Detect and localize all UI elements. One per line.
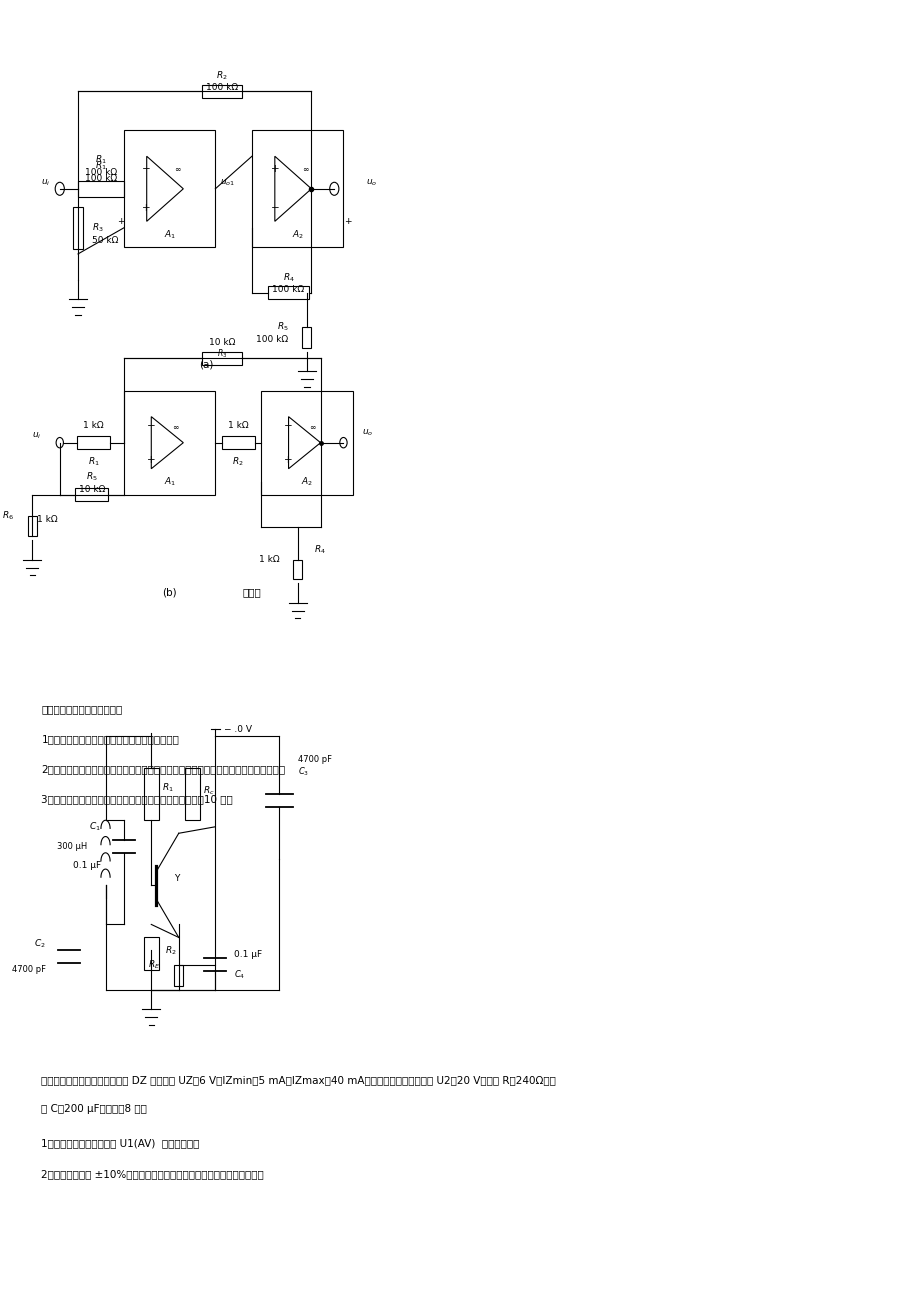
Text: $R_E$: $R_E$ [148,958,160,971]
Text: 50 kΩ: 50 kΩ [92,237,118,245]
Text: −: − [147,421,155,431]
Text: 10 kΩ: 10 kΩ [209,339,235,346]
Text: −: − [142,164,151,174]
Text: +: + [270,164,278,174]
Bar [185,768,199,820]
Text: $R_5$: $R_5$ [277,320,289,333]
Text: $R_4$: $R_4$ [282,271,294,284]
Text: −: − [270,203,278,214]
Text: $A_1$: $A_1$ [164,228,176,241]
Text: $R_3$: $R_3$ [217,348,227,361]
Text: 4700 pF: 4700 pF [298,755,332,763]
Bar [202,352,242,365]
Text: 10 kΩ: 10 kΩ [78,486,105,493]
Text: $u_{o1}$: $u_{o1}$ [220,177,234,187]
Text: $C_2$: $C_2$ [34,937,46,950]
Text: $u_i$: $u_i$ [41,177,51,187]
Text: $R_3$: $R_3$ [92,221,104,234]
Text: $A_2$: $A_2$ [301,475,312,488]
Bar [293,560,302,579]
Text: 1．整流滤波后的直流电压 U1(AV)  约为多少伏？: 1．整流滤波后的直流电压 U1(AV) 约为多少伏？ [41,1138,199,1148]
Text: Y: Y [174,875,179,883]
Text: +: + [142,203,151,214]
Bar [221,436,255,449]
Text: 六题图: 六题图 [243,587,261,598]
Text: $R_2$: $R_2$ [165,944,176,957]
Text: $u_{o}$: $u_{o}$ [366,177,377,187]
Text: (b): (b) [162,587,176,598]
Bar [143,937,158,970]
Text: 100 kΩ: 100 kΩ [206,83,238,91]
Text: $R_4$: $R_4$ [313,544,325,556]
Text: ∞: ∞ [172,423,178,431]
Text: 1 kΩ: 1 kΩ [37,516,58,525]
Text: $C_4$: $C_4$ [233,969,244,982]
Bar [78,181,124,197]
Text: 2．当电网电压在 ±10%的围内波动时，负载电阻允许的变化范围有多大？: 2．当电网电压在 ±10%的围内波动时，负载电阻允许的变化范围有多大？ [41,1169,264,1180]
Text: ∞: ∞ [174,165,180,173]
Bar [74,207,83,249]
Text: ∞: ∞ [301,165,308,173]
Text: 1 kΩ: 1 kΩ [84,422,104,430]
Text: ∞: ∞ [309,423,315,431]
Text: +: + [118,217,125,225]
Text: 1．该电路是否满足正弦波振荡的相位平衡条件？: 1．该电路是否满足正弦波振荡的相位平衡条件？ [41,734,179,745]
Bar [268,286,309,299]
Text: 八、电路如图所示，已知稳压管 DZ 的稳压值 UZ＝6 V，IZmin＝5 mA，IZmax＝40 mA，变压器二次电压有效值 U2＝20 V，电阻 R＝240: 八、电路如图所示，已知稳压管 DZ 的稳压值 UZ＝6 V，IZmin＝5 mA… [41,1075,556,1086]
Text: $R_5$: $R_5$ [85,470,97,483]
Text: 100 kΩ: 100 kΩ [256,336,289,344]
Text: $R_1$: $R_1$ [87,456,99,469]
Text: 1 kΩ: 1 kΩ [258,556,279,564]
Text: 3．在满足振荡条件的情况下，电路的振荡频率为多少？（10 分）: 3．在满足振荡条件的情况下，电路的振荡频率为多少？（10 分） [41,794,233,805]
Text: $R_1$
100 kΩ: $R_1$ 100 kΩ [85,154,117,177]
Text: 0.1 μF: 0.1 μF [233,950,262,958]
Text: 0.1 μF: 0.1 μF [73,862,101,870]
Text: 2．如不满足，应如何改动使之有可能振荡？如果满足，则它属于哪种类型的振荡电路？: 2．如不满足，应如何改动使之有可能振荡？如果满足，则它属于哪种类型的振荡电路？ [41,764,285,775]
Text: $A_1$: $A_1$ [164,475,176,488]
Text: $C_1$: $C_1$ [89,820,101,833]
Bar [75,488,108,501]
Text: $A_2$: $A_2$ [291,228,303,241]
Text: 七、电路如图所示。试回答：: 七、电路如图所示。试回答： [41,704,122,715]
Text: (a): (a) [199,359,213,370]
Text: 100 kΩ: 100 kΩ [85,174,117,182]
Text: +: + [344,217,351,225]
Bar [28,516,37,536]
Text: − .0 V: − .0 V [224,725,252,733]
Text: 容 C＝200 μF。求：（8 分）: 容 C＝200 μF。求：（8 分） [41,1104,147,1115]
Text: $u_o$: $u_o$ [361,427,373,437]
Text: +: + [147,454,155,465]
Text: $R_1$: $R_1$ [162,781,174,794]
Bar [174,965,183,986]
Text: $R_2$: $R_2$ [233,456,244,469]
Text: 1 kΩ: 1 kΩ [228,422,248,430]
Text: 100 kΩ: 100 kΩ [272,285,304,293]
Bar [143,768,158,820]
Text: $R_1$: $R_1$ [95,159,107,172]
Text: +: + [284,454,292,465]
Text: 4700 pF: 4700 pF [12,966,46,974]
Bar [202,85,242,98]
Text: $u_i$: $u_i$ [32,431,41,441]
Text: $R_2$: $R_2$ [216,69,228,82]
Bar [302,327,312,348]
Text: $R_c$: $R_c$ [203,784,215,797]
Text: $R_6$: $R_6$ [2,509,14,522]
Text: $C_3$: $C_3$ [298,766,309,779]
Bar [77,436,110,449]
Text: 300 μH: 300 μH [57,842,87,850]
Text: −: − [284,421,292,431]
